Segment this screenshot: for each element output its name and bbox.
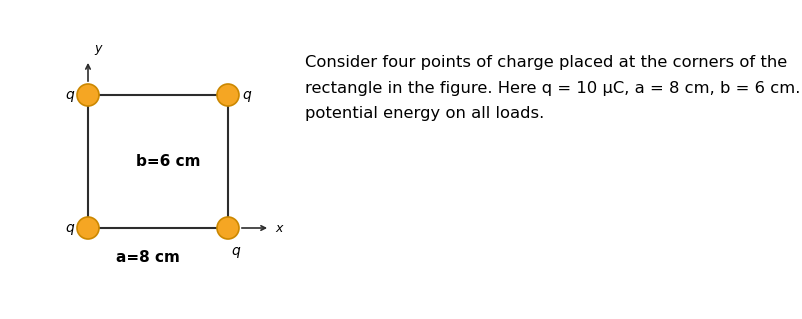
Text: y: y <box>94 42 101 55</box>
Text: Consider four points of charge placed at the corners of the: Consider four points of charge placed at… <box>305 55 786 70</box>
Text: a=8 cm: a=8 cm <box>116 250 180 265</box>
Circle shape <box>217 217 239 239</box>
Text: b=6 cm: b=6 cm <box>136 154 200 169</box>
Text: x: x <box>274 221 282 234</box>
Text: q: q <box>65 88 74 102</box>
Circle shape <box>217 84 239 106</box>
Text: q: q <box>231 244 240 258</box>
Text: q: q <box>241 88 250 102</box>
Circle shape <box>77 217 99 239</box>
Text: rectangle in the figure. Here q = 10 μC, a = 8 cm, b = 6 cm. Find: rectangle in the figure. Here q = 10 μC,… <box>305 81 802 96</box>
Circle shape <box>77 84 99 106</box>
Text: potential energy on all loads.: potential energy on all loads. <box>305 106 544 121</box>
Text: q: q <box>65 221 74 235</box>
